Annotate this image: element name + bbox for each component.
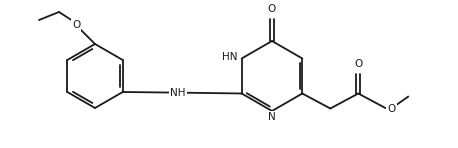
Text: O: O xyxy=(354,58,362,69)
Text: HN: HN xyxy=(222,52,238,62)
Text: NH: NH xyxy=(170,88,186,98)
Text: N: N xyxy=(268,112,276,122)
Text: O: O xyxy=(72,20,80,30)
Text: O: O xyxy=(268,4,276,14)
Text: O: O xyxy=(387,103,396,114)
